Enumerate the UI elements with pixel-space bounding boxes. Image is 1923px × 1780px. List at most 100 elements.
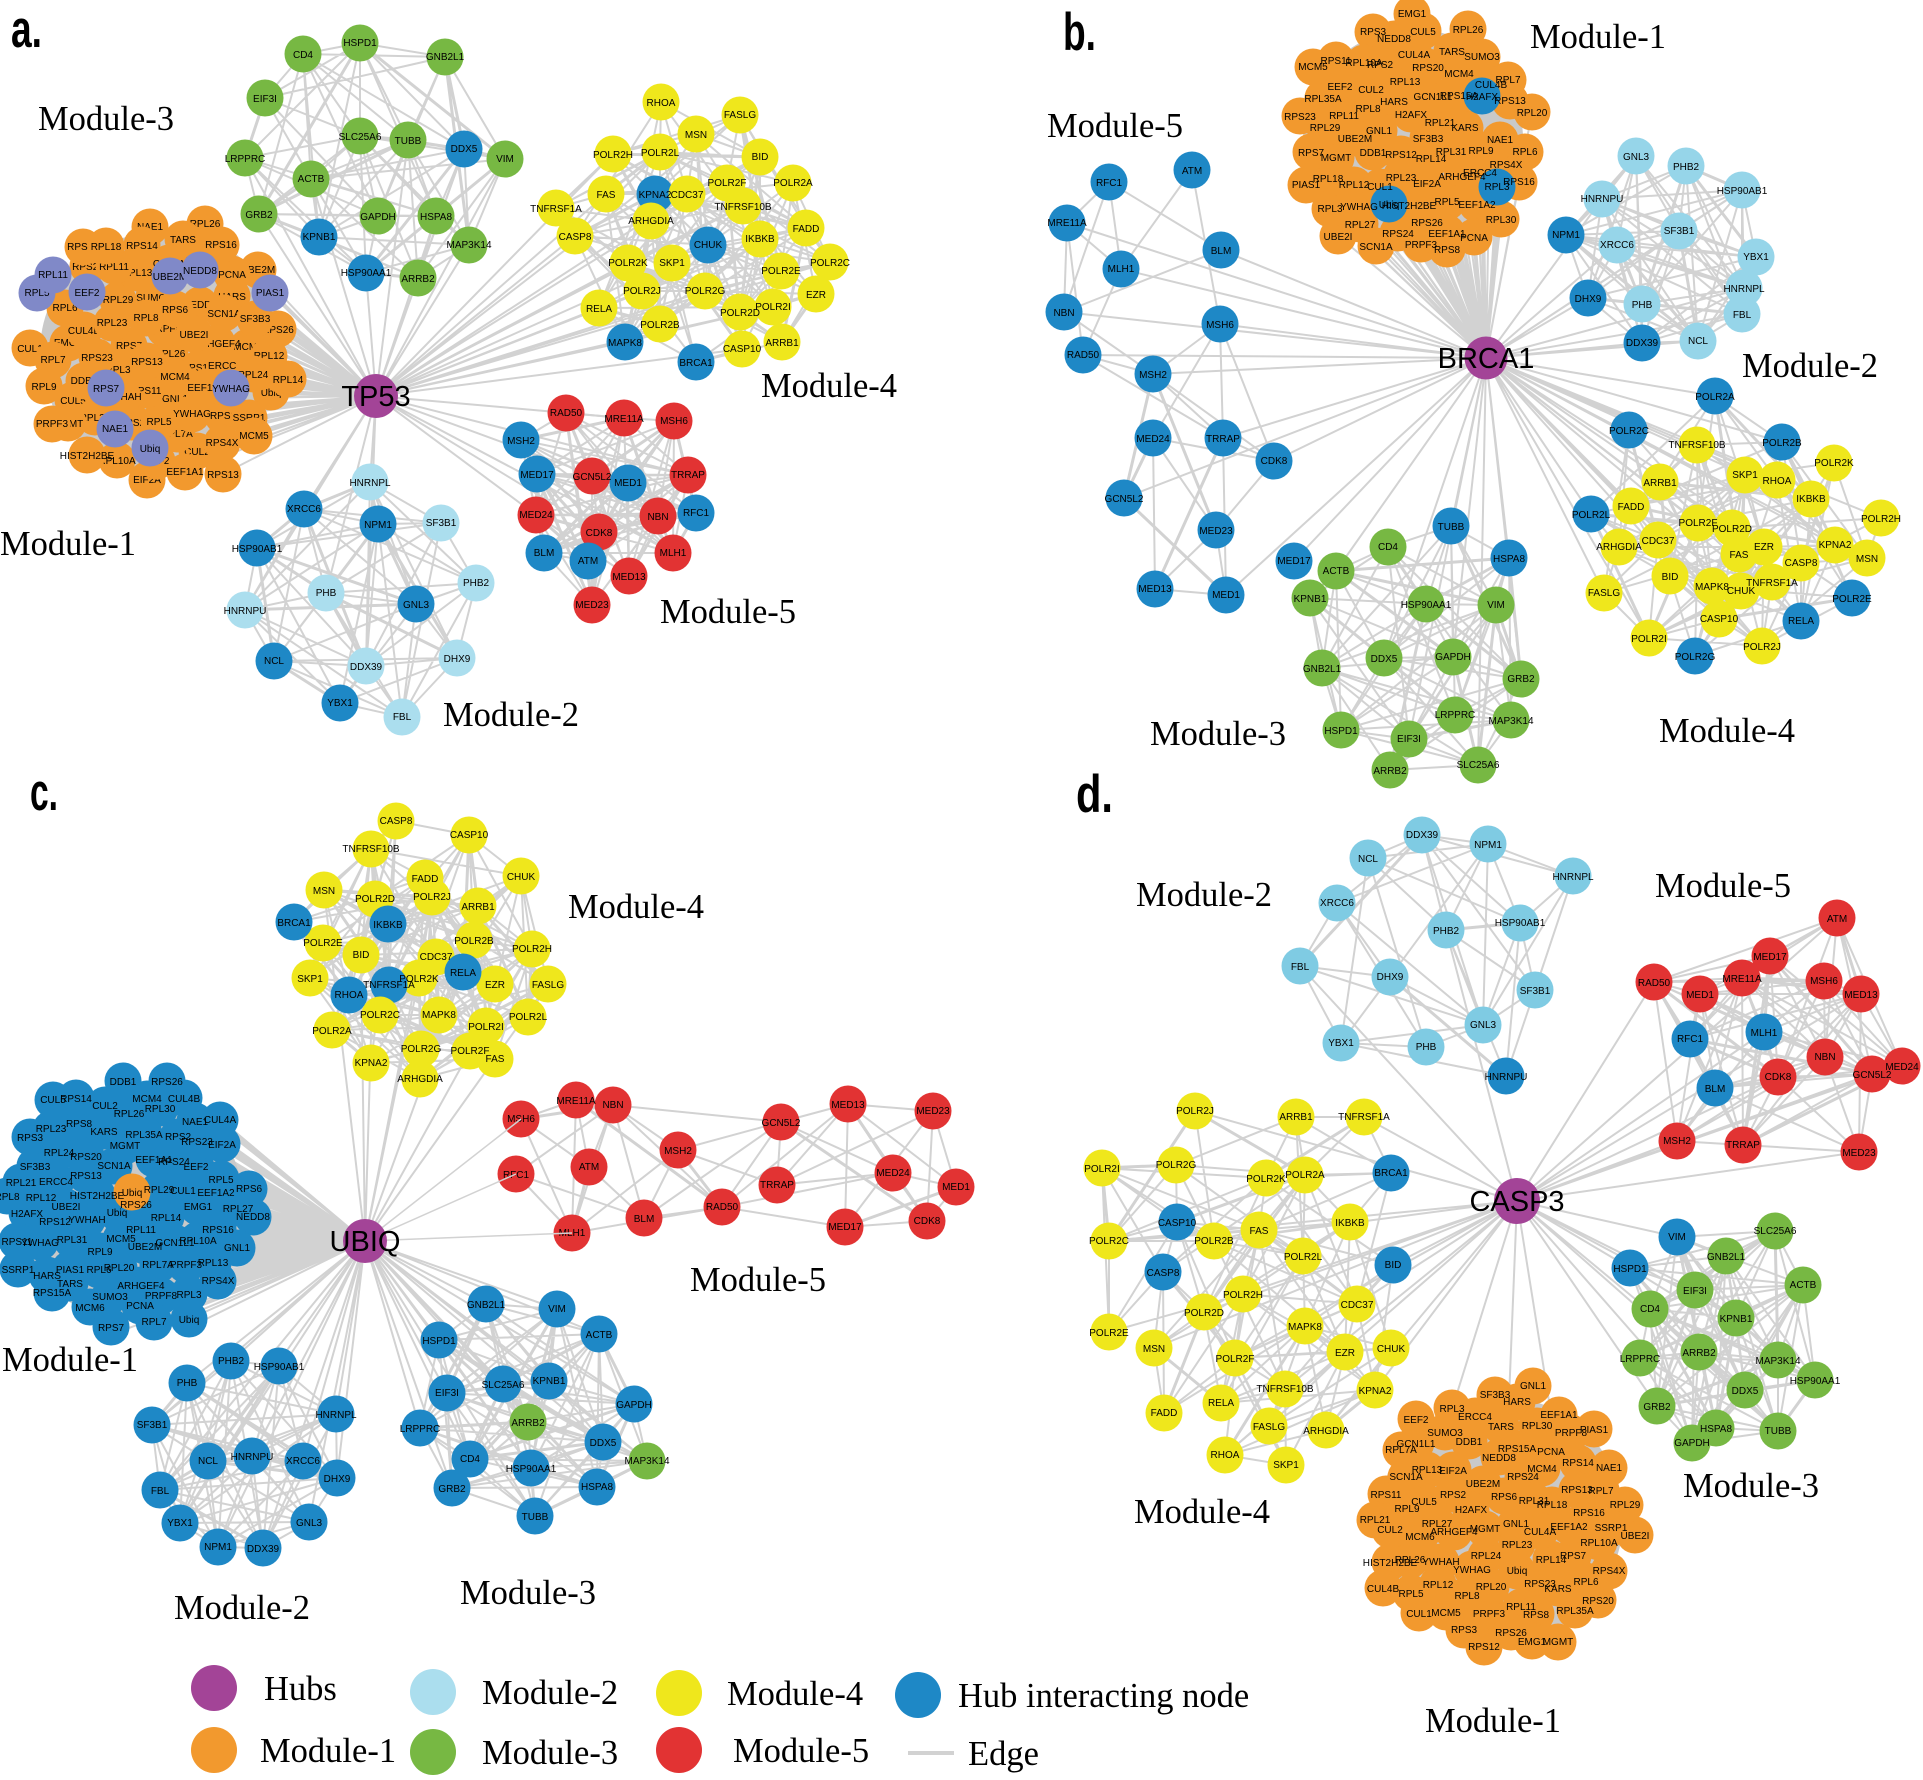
svg-text:SLC25A6: SLC25A6: [1754, 1226, 1797, 1237]
svg-text:PCNA: PCNA: [218, 270, 246, 281]
svg-text:EIF2A: EIF2A: [1439, 1466, 1467, 1477]
svg-text:CASP3: CASP3: [1469, 1186, 1564, 1218]
svg-text:BRCA1: BRCA1: [277, 918, 311, 929]
svg-text:ATM: ATM: [578, 556, 598, 567]
svg-text:SF3B3: SF3B3: [1413, 134, 1444, 145]
svg-text:RFC1: RFC1: [683, 508, 710, 519]
svg-text:HSPA8: HSPA8: [1700, 1424, 1732, 1435]
svg-text:DDX39: DDX39: [350, 662, 383, 673]
svg-text:RPL3: RPL3: [1317, 204, 1342, 215]
svg-text:ARRB1: ARRB1: [461, 902, 495, 913]
svg-text:GNL3: GNL3: [403, 600, 430, 611]
svg-text:HNRNPU: HNRNPU: [231, 1452, 274, 1463]
svg-text:HIST2H2BE: HIST2H2BE: [1363, 1558, 1418, 1569]
svg-text:RPS23: RPS23: [1284, 112, 1316, 123]
svg-text:MED13: MED13: [1844, 990, 1878, 1001]
svg-text:RAD50: RAD50: [1067, 350, 1100, 361]
svg-text:MLH1: MLH1: [1108, 264, 1135, 275]
svg-text:DDX5: DDX5: [451, 144, 478, 155]
svg-text:PRPF3: PRPF3: [1473, 1609, 1506, 1620]
svg-text:VIM: VIM: [496, 154, 514, 165]
svg-text:POLR2H: POLR2H: [1861, 514, 1901, 525]
svg-text:DHX9: DHX9: [1377, 972, 1404, 983]
svg-text:POLR2K: POLR2K: [1814, 458, 1854, 469]
svg-text:KPNB1: KPNB1: [533, 1376, 566, 1387]
svg-text:GNB2L1: GNB2L1: [426, 52, 465, 63]
svg-text:CUL4A: CUL4A: [204, 1115, 237, 1126]
svg-text:FBL: FBL: [1291, 962, 1310, 973]
svg-text:NBN: NBN: [602, 1100, 623, 1111]
svg-text:MED24: MED24: [876, 1168, 910, 1179]
svg-text:MSH6: MSH6: [1810, 976, 1838, 987]
svg-text:BRCA1: BRCA1: [1438, 343, 1535, 375]
svg-text:CUL4B: CUL4B: [68, 326, 101, 337]
svg-text:POLR2A: POLR2A: [1695, 392, 1735, 403]
svg-text:HSP90AA1: HSP90AA1: [506, 1464, 557, 1475]
svg-text:GRB2: GRB2: [438, 1484, 466, 1495]
svg-text:TARS: TARS: [1488, 1422, 1514, 1433]
svg-text:FBL: FBL: [151, 1486, 170, 1497]
svg-text:Module-2: Module-2: [482, 1674, 618, 1712]
svg-text:POLR2I: POLR2I: [468, 1022, 504, 1033]
svg-text:DDX39: DDX39: [247, 1544, 280, 1555]
svg-text:CDC37: CDC37: [1642, 536, 1675, 547]
svg-text:MED13: MED13: [831, 1100, 865, 1111]
svg-text:RPL24: RPL24: [1471, 1551, 1502, 1562]
svg-text:POLR2C: POLR2C: [360, 1010, 400, 1021]
svg-text:EIF3I: EIF3I: [1683, 1286, 1707, 1297]
svg-text:TRRAP: TRRAP: [760, 1180, 794, 1191]
svg-text:EZR: EZR: [485, 980, 505, 991]
svg-text:BLM: BLM: [1211, 246, 1232, 257]
svg-text:RHOA: RHOA: [1763, 476, 1792, 487]
svg-text:POLR2H: POLR2H: [593, 150, 633, 161]
svg-text:POLR2E: POLR2E: [1832, 594, 1872, 605]
svg-text:RPS4X: RPS4X: [1593, 1566, 1626, 1577]
svg-text:CUL4A: CUL4A: [1524, 1527, 1557, 1538]
svg-text:KPNB1: KPNB1: [303, 232, 336, 243]
svg-text:RPS15A: RPS15A: [1440, 91, 1479, 102]
svg-text:POLR2F: POLR2F: [1679, 518, 1718, 529]
svg-text:RPS8: RPS8: [1523, 1610, 1550, 1621]
svg-text:FASLG: FASLG: [724, 110, 756, 121]
svg-text:HSP90AB1: HSP90AB1: [254, 1362, 305, 1373]
svg-text:ARHGEF4: ARHGEF4: [117, 1281, 165, 1292]
svg-text:BID: BID: [353, 950, 370, 961]
svg-text:POLR2B: POLR2B: [640, 320, 680, 331]
svg-text:Ubiq: Ubiq: [179, 1315, 200, 1326]
svg-text:GNL3: GNL3: [296, 1518, 323, 1529]
svg-text:CDC37: CDC37: [671, 190, 704, 201]
svg-text:RPL21: RPL21: [1360, 1515, 1391, 1526]
svg-text:NPM1: NPM1: [1552, 230, 1580, 241]
svg-text:VIM: VIM: [1487, 600, 1505, 611]
svg-text:RPL20: RPL20: [1517, 108, 1548, 119]
svg-text:HSP90AA1: HSP90AA1: [1790, 1376, 1841, 1387]
svg-text:KPNB1: KPNB1: [1720, 1314, 1753, 1325]
svg-text:RPL31: RPL31: [1519, 1496, 1550, 1507]
svg-text:SLC25A6: SLC25A6: [1457, 760, 1500, 771]
svg-text:RAD50: RAD50: [550, 408, 583, 419]
svg-text:Hub interacting node: Hub interacting node: [958, 1677, 1249, 1715]
svg-text:CASP8: CASP8: [1147, 1268, 1180, 1279]
svg-text:RPL11: RPL11: [99, 262, 129, 273]
svg-text:CHUK: CHUK: [507, 872, 536, 883]
svg-text:RPL8: RPL8: [133, 313, 158, 324]
svg-text:POLR2B: POLR2B: [454, 936, 494, 947]
svg-text:NEDD8: NEDD8: [183, 266, 217, 277]
svg-text:RPL8: RPL8: [1355, 104, 1380, 115]
svg-text:CUL5: CUL5: [1411, 1497, 1437, 1508]
svg-text:CASP10: CASP10: [1158, 1218, 1197, 1229]
svg-text:RPL10A: RPL10A: [98, 456, 136, 467]
svg-text:BLM: BLM: [1705, 1084, 1726, 1095]
svg-text:UBE2M: UBE2M: [128, 1242, 162, 1253]
svg-text:GRB2: GRB2: [245, 210, 273, 221]
svg-text:CD4: CD4: [1378, 542, 1398, 553]
svg-text:RPL9: RPL9: [1468, 146, 1493, 157]
svg-text:MED24: MED24: [519, 510, 553, 521]
svg-text:DHX9: DHX9: [444, 654, 471, 665]
svg-text:RPS11: RPS11: [1321, 56, 1352, 67]
svg-text:BID: BID: [752, 152, 769, 163]
svg-text:SUMO3: SUMO3: [136, 293, 172, 304]
svg-text:FADD: FADD: [412, 874, 439, 885]
svg-text:TARS: TARS: [170, 235, 196, 246]
svg-text:SLC25A6: SLC25A6: [339, 132, 382, 143]
